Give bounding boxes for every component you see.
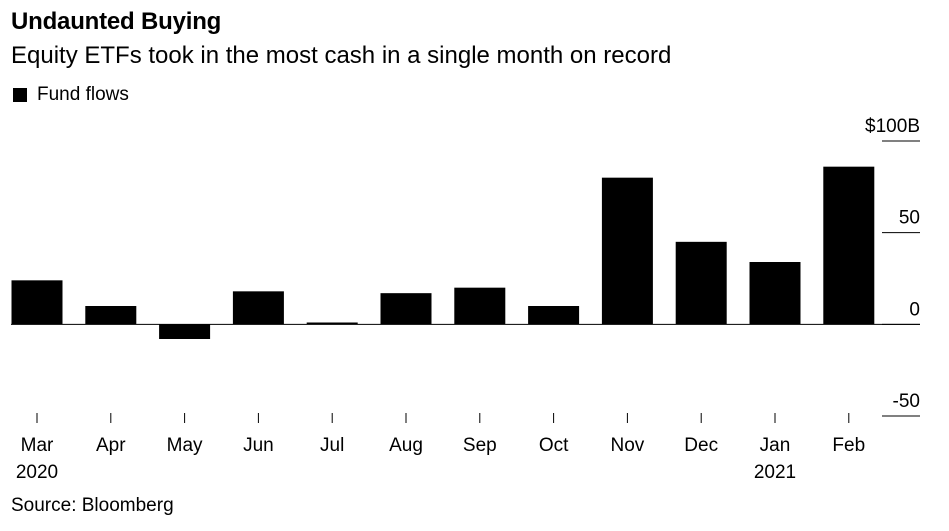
axis-layer: $100B 50 0 -50 Mar 2020 Apr May Jun Jul Aug Sep Oct N… xyxy=(11,116,920,483)
chart-subtitle: Equity ETFs took in the most cash in a s… xyxy=(11,42,672,69)
y-tick-label-1: 50 xyxy=(899,208,920,229)
bar-oct xyxy=(528,306,580,325)
bar-jan xyxy=(749,262,801,325)
bar-nov xyxy=(601,177,653,325)
legend-swatch xyxy=(13,88,27,102)
bar-may xyxy=(159,324,211,339)
y-tick-label-0: $100B xyxy=(865,116,920,137)
x-tick-label-apr: Apr xyxy=(96,435,126,456)
x-tick-label-jun: Jun xyxy=(243,435,274,456)
bar-feb xyxy=(823,166,875,325)
bar-aug xyxy=(380,293,432,325)
x-year-label-2021: 2021 xyxy=(754,462,796,483)
bar-sep xyxy=(454,287,506,325)
bar-apr xyxy=(85,306,137,325)
x-tick-label-jan: Jan xyxy=(760,435,791,456)
bar-mar xyxy=(11,280,63,325)
x-tick-label-sep: Sep xyxy=(463,435,497,456)
x-tick-label-aug: Aug xyxy=(389,435,423,456)
x-tick-label-dec: Dec xyxy=(684,435,718,456)
source-note: Source: Bloomberg xyxy=(11,495,174,516)
x-tick-label-nov: Nov xyxy=(611,435,645,456)
x-tick-label-jul: Jul xyxy=(320,435,344,456)
bar-dec xyxy=(675,241,727,325)
x-tick-label-mar: Mar xyxy=(21,435,54,456)
bars-layer xyxy=(11,166,875,339)
bar-jul xyxy=(306,322,358,325)
x-tick-label-oct: Oct xyxy=(539,435,569,456)
legend: Fund flows xyxy=(13,84,129,106)
legend-label: Fund flows xyxy=(37,84,129,105)
bar-jun xyxy=(232,291,284,325)
x-year-label-2020: 2020 xyxy=(16,462,58,483)
y-tick-label-2: 0 xyxy=(909,299,920,320)
y-tick-label-3: -50 xyxy=(893,391,920,412)
chart-title: Undaunted Buying xyxy=(11,8,222,35)
x-tick-label-feb: Feb xyxy=(832,435,865,456)
x-tick-label-may: May xyxy=(167,435,203,456)
